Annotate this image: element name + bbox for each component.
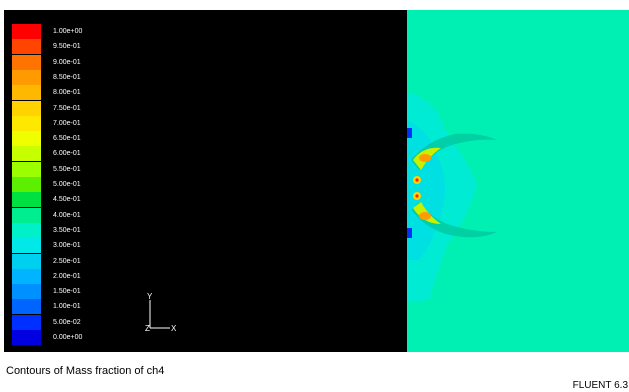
legend-row: 3.50e-01 [12,222,102,238]
legend-label: 5.00e-01 [53,181,81,188]
contour-inlet-top-hotspot [415,178,419,182]
contour-upper-streak [411,133,497,170]
legend-label: 9.50e-01 [53,43,81,51]
legend-swatch [12,39,41,55]
legend-swatch [12,253,41,269]
legend-label: 9.00e-01 [53,58,81,66]
legend-label: 4.50e-01 [53,196,81,204]
contour-wall-lower [407,228,412,238]
legend-row: 5.50e-01 [12,161,102,177]
axis-x-label: X [171,324,177,333]
legend-swatch [12,284,41,300]
legend-row: 4.00e-01 [12,207,102,223]
legend-label: 3.50e-01 [53,226,81,234]
legend-label: 2.00e-01 [53,272,81,280]
contour-upper-core [419,154,431,162]
legend-row: 3.00e-01 [12,238,102,254]
axis-y-label: Y [147,292,153,301]
legend-swatch [12,69,41,85]
legend-row: 5.00e-02 [12,314,102,330]
legend-row: 2.00e-01 [12,268,102,284]
legend-row: 9.00e-01 [12,54,102,70]
version-label: FLUENT 6.3 [572,380,628,391]
legend-swatch [12,85,41,101]
legend-row: 9.50e-01 [12,39,102,55]
axis-triad: Y Z X [145,292,177,333]
legend-swatch [12,115,41,131]
legend-label: 2.50e-01 [53,257,81,265]
legend-label: 6.00e-01 [53,150,81,158]
contour-plot [407,10,629,352]
legend-row: 1.00e+00 [12,24,102,39]
legend-row: 6.50e-01 [12,131,102,147]
legend-swatch [12,238,41,254]
legend-label: 1.50e-01 [53,288,81,296]
legend-swatch [12,222,41,238]
legend-swatch [12,299,41,315]
legend-swatch [12,100,41,116]
legend-label: 5.00e-02 [53,318,81,326]
legend-label: 1.00e-01 [53,303,81,311]
legend-swatch [12,314,41,330]
legend-row: 6.00e-01 [12,146,102,162]
legend-row: 1.00e-01 [12,299,102,315]
legend-row: 7.00e-01 [12,115,102,131]
legend-swatch [12,207,41,223]
legend-row: 4.50e-01 [12,192,102,208]
legend-swatch [12,24,41,39]
legend-swatch [12,268,41,284]
graphics-viewport[interactable]: 1.00e+00 9.50e-01 9.00e-01 8.50e-01 8.00e-01… [4,10,629,352]
axis-z-label: Z [145,324,150,333]
legend-row: 7.50e-01 [12,100,102,116]
legend-label: 6.50e-01 [53,135,81,143]
legend-swatch [12,131,41,147]
legend-swatch [12,54,41,70]
contour-inlet-bottom-hotspot [415,194,419,198]
legend-label: 7.50e-01 [53,104,81,112]
legend-label: 4.00e-01 [53,211,81,219]
contour-wall-upper [407,128,412,138]
legend-label: 8.00e-01 [53,89,81,97]
legend-swatch [12,161,41,177]
legend-row: 0.00e+00 [12,330,102,345]
legend-label: 7.00e-01 [53,119,81,127]
legend-label: 8.50e-01 [53,73,81,81]
legend-swatch [12,330,41,345]
contour-lower-core [419,212,431,220]
legend-label: 1.00e+00 [53,28,83,35]
legend-row: 8.50e-01 [12,69,102,85]
legend-row: 1.50e-01 [12,284,102,300]
legend-label: 5.50e-01 [53,165,81,173]
legend-label: 3.00e-01 [53,242,81,250]
legend-swatch [12,192,41,208]
legend-swatch [12,146,41,162]
legend-row: 5.00e-01 [12,177,102,192]
legend-swatch [12,177,41,192]
legend-row: 8.00e-01 [12,85,102,101]
legend-label: 0.00e+00 [53,334,83,341]
legend-row: 2.50e-01 [12,253,102,269]
plot-caption: Contours of Mass fraction of ch4 [6,365,165,377]
